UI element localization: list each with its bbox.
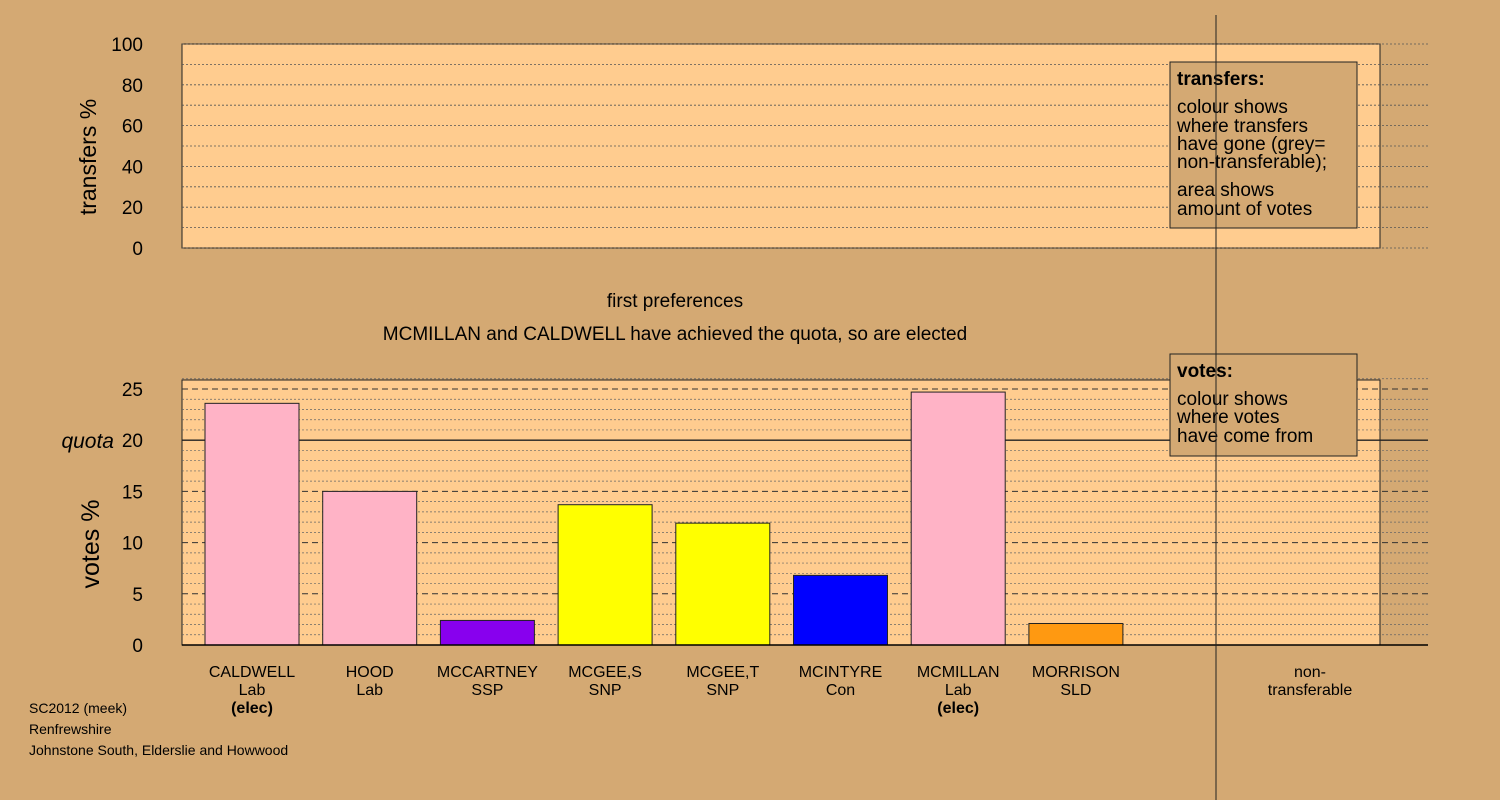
candidate-name-label: MORRISON	[1032, 664, 1120, 681]
candidate-name-label: MCGEE,T	[686, 664, 759, 681]
candidate-elected-label: (elec)	[231, 700, 273, 717]
votes-y-tick-label: 5	[132, 585, 143, 606]
transfers-legend-line: non-transferable);	[1177, 152, 1327, 173]
candidate-elected-label: (elec)	[937, 700, 979, 717]
transfers-legend-box	[1169, 61, 1358, 229]
transfers-y-tick-label: 20	[122, 198, 143, 219]
candidate-party-label: Lab	[356, 682, 383, 699]
votes-y-tick-label: 10	[122, 534, 143, 555]
candidate-party-label: SNP	[589, 682, 622, 699]
bar-hood	[322, 490, 418, 646]
nontransferable-label: transferable	[1268, 682, 1353, 699]
candidate-party-label: SNP	[706, 682, 739, 699]
chart-subtitle: MCMILLAN and CALDWELL have achieved the …	[383, 324, 967, 345]
nontransferable-label: non-	[1294, 664, 1326, 681]
transfers-y-tick-label: 60	[122, 117, 143, 138]
votes-y-ticks: 0 5 10 15 20 25	[122, 380, 143, 657]
candidate-party-label: Con	[826, 682, 855, 699]
bar-morrison	[1028, 622, 1124, 646]
candidate-name-label: CALDWELL	[209, 664, 295, 681]
votes-legend-line: where votes	[1176, 407, 1279, 428]
transfers-y-tick-label: 100	[111, 35, 143, 56]
transfers-legend-line: colour shows	[1177, 97, 1288, 118]
transfers-legend-line: where transfers	[1176, 116, 1308, 137]
chart-title: first preferences	[607, 291, 743, 312]
candidate-name-label: MCCARTNEY	[437, 664, 538, 681]
candidate-party-label: SLD	[1060, 682, 1091, 699]
votes-bars	[204, 391, 1124, 646]
candidate-name-label: MCMILLAN	[917, 664, 1000, 681]
votes-legend: votes: colour shows where votes have com…	[1169, 353, 1358, 457]
quota-label: quota	[61, 430, 114, 453]
transfers-legend: transfers: colour shows where transfers …	[1169, 61, 1358, 229]
candidate-labels: CALDWELLLab(elec)HOODLabMCCARTNEYSSPMCGE…	[209, 664, 1120, 717]
transfers-legend-line: amount of votes	[1177, 199, 1312, 220]
bar-mcgee-s	[557, 504, 653, 646]
bar-caldwell	[204, 402, 300, 646]
bar-mcmillan	[910, 391, 1006, 646]
transfers-legend-line: have gone (grey=	[1177, 134, 1325, 155]
transfers-y-axis-label: transfers %	[75, 99, 101, 215]
votes-legend-box	[1169, 353, 1358, 457]
bar-mccartney	[439, 619, 535, 646]
transfers-y-tick-label: 40	[122, 157, 143, 178]
transfers-legend-title: transfers:	[1177, 69, 1265, 90]
votes-y-tick-label: 25	[122, 380, 143, 401]
candidate-party-label: SSP	[471, 682, 503, 699]
candidate-name-label: MCGEE,S	[568, 664, 642, 681]
votes-y-tick-label: 20	[122, 431, 143, 452]
candidate-party-label: Lab	[945, 682, 972, 699]
votes-legend-line: have come from	[1177, 426, 1313, 447]
votes-y-axis-label: votes %	[77, 500, 105, 589]
transfers-y-tick-label: 0	[132, 239, 143, 260]
bar-mcgee-t	[675, 522, 771, 646]
candidate-name-label: MCINTYRE	[799, 664, 883, 681]
transfers-legend-line: area shows	[1177, 180, 1274, 201]
candidate-party-label: Lab	[239, 682, 266, 699]
transfers-y-ticks: 0 20 40 60 80 100	[111, 35, 143, 260]
footer-council: Renfrewshire	[29, 721, 112, 737]
bar-mcintyre	[793, 574, 888, 646]
votes-y-tick-label: 0	[132, 636, 143, 657]
footer-ward: Johnstone South, Elderslie and Howwood	[29, 742, 288, 758]
votes-y-tick-label: 15	[122, 482, 143, 503]
footer-election: SC2012 (meek)	[29, 700, 127, 716]
transfers-y-tick-label: 80	[122, 76, 143, 97]
candidate-name-label: HOOD	[346, 664, 394, 681]
votes-legend-title: votes:	[1177, 361, 1233, 382]
votes-legend-line: colour shows	[1177, 389, 1288, 410]
